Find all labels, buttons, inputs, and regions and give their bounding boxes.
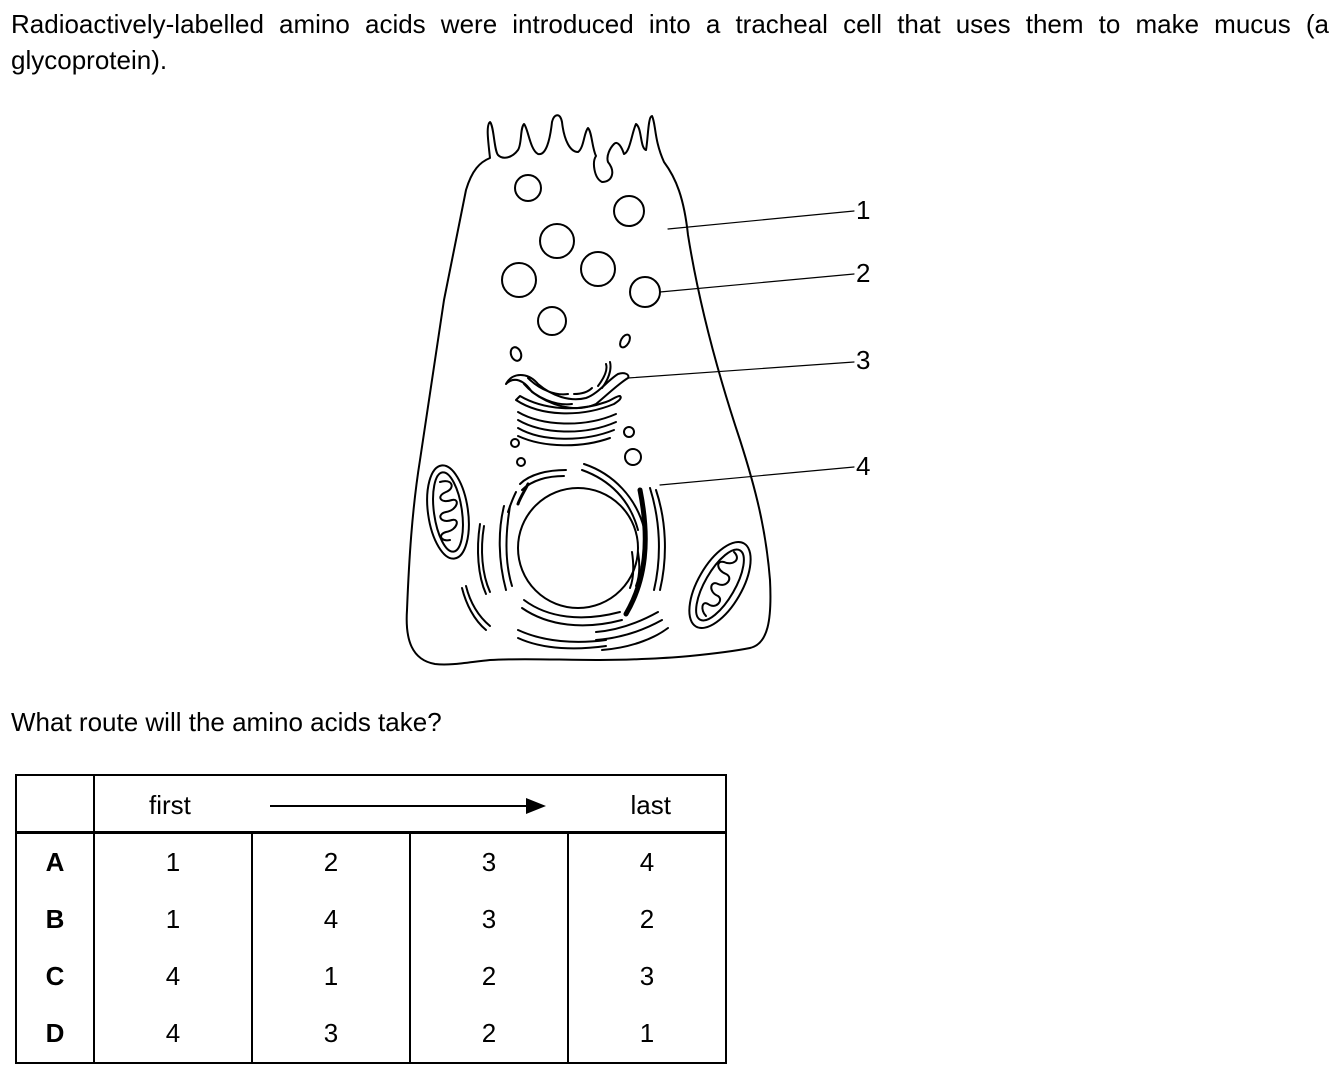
option-key: D [15, 1005, 95, 1064]
table-cell: 4 [93, 948, 253, 1005]
option-key: B [15, 891, 95, 948]
label-line-3 [627, 361, 855, 379]
table-cell: 2 [409, 948, 569, 1005]
answer-table: first last A 1 2 3 4 B 1 4 3 2 C 4 1 2 3… [15, 774, 727, 1064]
label-3: 3 [856, 345, 870, 375]
table-cell: 3 [409, 891, 569, 948]
vesicle [516, 457, 526, 467]
table-cell: 2 [251, 832, 411, 891]
cell-membrane [405, 114, 772, 666]
table-cell: 4 [567, 832, 727, 891]
table-cell: 4 [251, 891, 411, 948]
header-route-cell: first last [93, 774, 727, 834]
table-cell: 2 [567, 891, 727, 948]
mitochondrion [426, 464, 470, 560]
table-header-row: first last [15, 774, 727, 834]
question-prompt: What route will the amino acids take? [11, 707, 442, 737]
nucleus [461, 463, 669, 651]
vesicle [624, 448, 642, 466]
vesicle [514, 174, 542, 202]
cell-diagram: 1 2 3 4 [380, 100, 900, 680]
label-line-4 [659, 466, 855, 486]
option-key: A [15, 832, 95, 891]
table-cell: 1 [93, 891, 253, 948]
header-last: last [630, 790, 671, 820]
table-cell: 4 [93, 1005, 253, 1064]
question-intro: Radioactively-labelled amino acids were … [11, 9, 1329, 75]
label-1: 1 [856, 195, 870, 225]
table-cell: 2 [409, 1005, 569, 1064]
vesicle [501, 262, 537, 298]
label-4: 4 [856, 451, 870, 481]
table-row: C 4 1 2 3 [15, 948, 727, 1005]
table-cell: 1 [251, 948, 411, 1005]
vesicle [539, 223, 575, 259]
table-cell: 1 [567, 1005, 727, 1064]
label-line-2 [659, 273, 855, 293]
arrow-right-icon [270, 798, 546, 814]
table-cell: 1 [93, 832, 253, 891]
mitochondrion [688, 541, 752, 629]
header-key-cell [15, 774, 95, 834]
vesicle [613, 195, 645, 227]
vesicle [537, 306, 567, 336]
option-key: C [15, 948, 95, 1005]
vesicle [509, 346, 523, 362]
golgi-apparatus [505, 361, 630, 447]
table-cell: 3 [251, 1005, 411, 1064]
table-row: D 4 3 2 1 [15, 1005, 727, 1064]
table-cell: 3 [409, 832, 569, 891]
header-first: first [149, 790, 191, 820]
table-row: A 1 2 3 4 [15, 832, 727, 891]
table-row: B 1 4 3 2 [15, 891, 727, 948]
vesicle [580, 251, 616, 287]
vesicle [510, 438, 520, 448]
vesicle [619, 333, 631, 349]
label-2: 2 [856, 258, 870, 288]
label-line-1 [667, 210, 855, 230]
table-cell: 3 [567, 948, 727, 1005]
vesicle [629, 276, 661, 308]
vesicle [623, 426, 635, 438]
